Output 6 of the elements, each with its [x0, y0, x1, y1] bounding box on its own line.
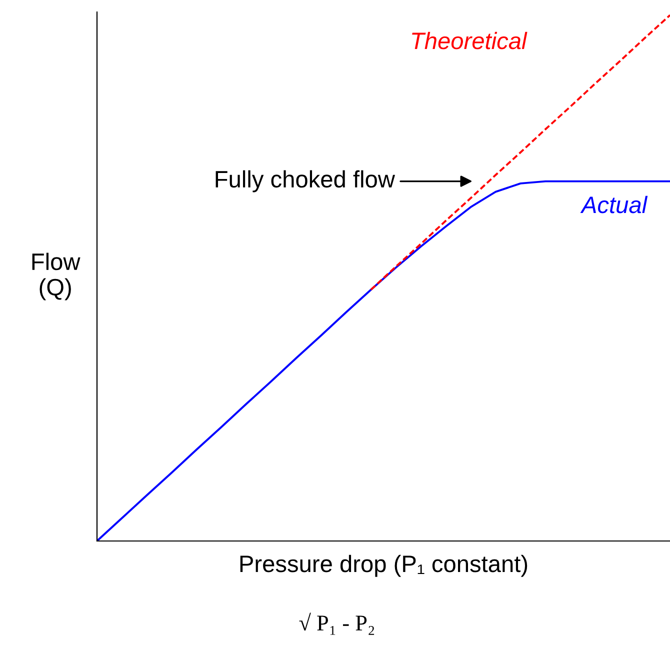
x-axis-title: Pressure drop (P₁ constant) — [240, 554, 528, 577]
text: Theoretical — [412, 32, 528, 50]
series-label: Actual — [580, 196, 648, 214]
annotation: Fully choked flow — [216, 170, 396, 192]
text: √ P₁ - P₂ — [299, 612, 374, 635]
y-axis-title: Flow (Q) — [32, 252, 80, 300]
